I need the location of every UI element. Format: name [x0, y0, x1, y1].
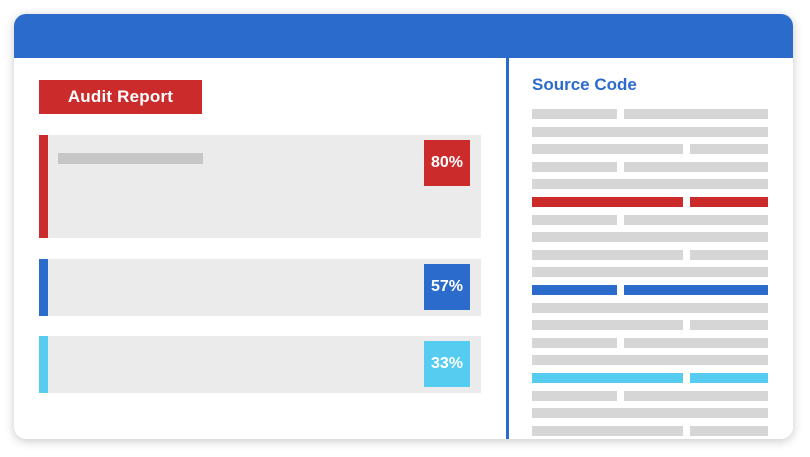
finding-text-placeholder — [58, 153, 203, 164]
code-line-highlighted — [690, 197, 768, 207]
code-line — [532, 355, 768, 365]
code-line — [624, 109, 768, 119]
code-line — [532, 127, 768, 137]
code-line — [624, 338, 768, 348]
code-line — [690, 250, 768, 260]
source-code-title: Source Code — [532, 75, 637, 94]
window-titlebar — [14, 14, 793, 58]
code-line — [532, 320, 683, 330]
code-line — [532, 232, 768, 242]
code-line — [532, 144, 683, 154]
code-line — [532, 179, 768, 189]
code-line — [532, 408, 768, 418]
severity-stripe — [39, 135, 48, 238]
code-line — [624, 215, 768, 225]
code-line — [532, 109, 617, 119]
finding-card-low[interactable]: 33% — [39, 336, 481, 393]
code-line — [532, 215, 617, 225]
code-line — [532, 426, 683, 436]
severity-stripe — [39, 336, 48, 393]
finding-card-medium[interactable]: 57% — [39, 259, 481, 316]
code-line — [532, 162, 617, 172]
severity-stripe — [39, 259, 48, 316]
code-line-highlighted — [624, 285, 768, 295]
code-line-highlighted — [532, 197, 683, 207]
pane-divider — [506, 58, 509, 439]
code-line — [532, 250, 683, 260]
code-line — [624, 162, 768, 172]
code-line — [690, 320, 768, 330]
code-line-highlighted — [690, 373, 768, 383]
code-line — [532, 338, 617, 348]
finding-score-badge: 80% — [424, 140, 470, 186]
audit-window: Audit Report 80% 57% 33% Source Code — [14, 14, 793, 439]
finding-score-badge: 33% — [424, 341, 470, 387]
code-line-highlighted — [532, 373, 683, 383]
finding-score-badge: 57% — [424, 264, 470, 310]
code-line — [690, 144, 768, 154]
code-line — [624, 391, 768, 401]
code-line — [532, 303, 768, 313]
code-line — [532, 391, 617, 401]
finding-card-critical[interactable]: 80% — [39, 135, 481, 238]
source-code-lines — [532, 109, 768, 436]
code-line-highlighted — [532, 285, 617, 295]
code-line — [690, 426, 768, 436]
code-line — [532, 267, 768, 277]
audit-report-title: Audit Report — [39, 80, 202, 114]
